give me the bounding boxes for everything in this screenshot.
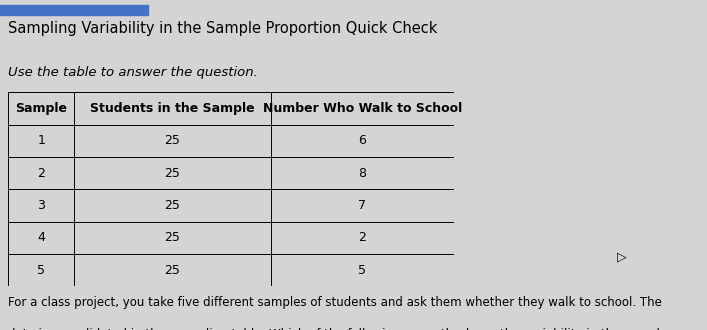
Text: ▷: ▷ (617, 251, 627, 264)
Text: 2: 2 (37, 167, 45, 180)
Text: 25: 25 (165, 167, 180, 180)
Text: 5: 5 (358, 264, 366, 277)
Text: Sampling Variability in the Sample Proportion Quick Check: Sampling Variability in the Sample Propo… (8, 21, 438, 36)
Text: 25: 25 (165, 231, 180, 245)
Text: Number Who Walk to School: Number Who Walk to School (263, 102, 462, 115)
Text: 2: 2 (358, 231, 366, 245)
Text: 6: 6 (358, 134, 366, 148)
Text: 25: 25 (165, 134, 180, 148)
Text: data is consolidated in the preceding table. Which of the following correctly sh: data is consolidated in the preceding ta… (8, 328, 667, 330)
Text: Use the table to answer the question.: Use the table to answer the question. (8, 66, 258, 79)
Text: 5: 5 (37, 264, 45, 277)
Text: 4: 4 (37, 231, 45, 245)
Text: For a class project, you take five different samples of students and ask them wh: For a class project, you take five diffe… (8, 296, 662, 309)
Text: 3: 3 (37, 199, 45, 212)
Text: 8: 8 (358, 167, 366, 180)
Text: Students in the Sample: Students in the Sample (90, 102, 255, 115)
Text: 7: 7 (358, 199, 366, 212)
Text: 25: 25 (165, 264, 180, 277)
Text: 1: 1 (37, 134, 45, 148)
Text: 25: 25 (165, 199, 180, 212)
Text: Sample: Sample (16, 102, 67, 115)
